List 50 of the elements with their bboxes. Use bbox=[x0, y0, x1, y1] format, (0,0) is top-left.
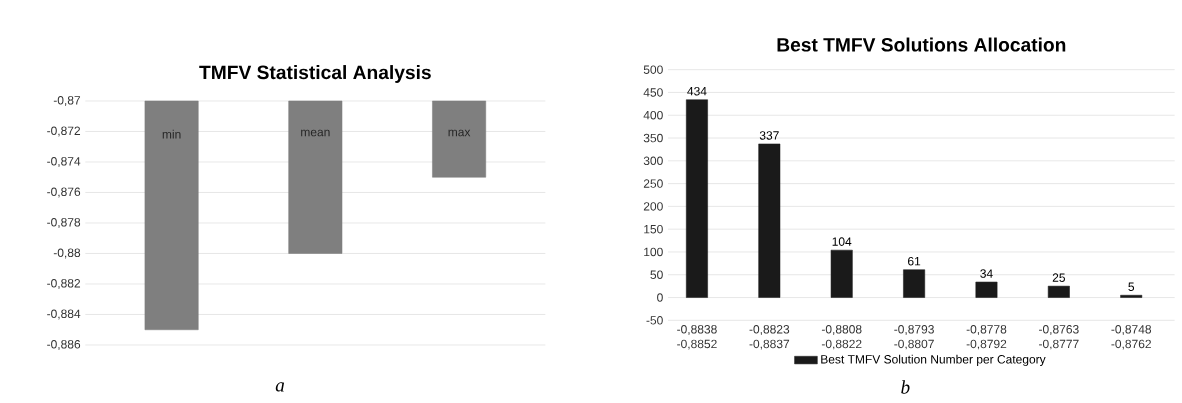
y-tick-label: -0,882 bbox=[47, 279, 81, 289]
y-tick-label: 50 bbox=[650, 270, 663, 279]
data-label: 337 bbox=[759, 131, 779, 140]
y-tick-label: 250 bbox=[643, 179, 663, 188]
y-tick-label: -0,874 bbox=[47, 157, 81, 167]
x-tick-label: -0,8823 -0,8837 bbox=[749, 325, 790, 350]
category-label: min bbox=[162, 129, 181, 139]
y-tick-label: -0,884 bbox=[47, 309, 81, 320]
y-tick-label: 100 bbox=[644, 247, 663, 257]
x-tick-label: -0,8838 -0,8852 bbox=[677, 325, 717, 350]
bar bbox=[1047, 285, 1070, 298]
bar bbox=[1120, 294, 1143, 298]
y-tick-label: 450 bbox=[643, 88, 663, 97]
x-tick-label: -0,8763 -0,8777 bbox=[1039, 325, 1079, 350]
bar bbox=[975, 281, 998, 298]
data-label: 25 bbox=[1052, 273, 1066, 282]
x-tick-label: -0,8778 -0,8792 bbox=[966, 325, 1007, 350]
bar bbox=[686, 99, 708, 298]
y-tick-label: 300 bbox=[643, 156, 663, 166]
bar bbox=[830, 249, 853, 298]
category-label: mean bbox=[301, 129, 330, 137]
y-tick-label: -0,87 bbox=[53, 96, 81, 106]
x-tick-label: -0,8808 -0,8822 bbox=[821, 325, 862, 350]
bar bbox=[903, 269, 926, 298]
legend-label: Best TMFV Solution Number per Category bbox=[821, 354, 1046, 366]
bar bbox=[758, 143, 781, 298]
x-tick-label: -0,8793 -0,8807 bbox=[894, 325, 934, 350]
data-label: 104 bbox=[832, 237, 852, 246]
y-tick-label: 0 bbox=[657, 293, 663, 302]
text: b bbox=[901, 380, 910, 394]
y-tick-label: 350 bbox=[643, 133, 663, 143]
chart-title: TMFV Statistical Analysis bbox=[199, 65, 431, 83]
y-tick-label: -50 bbox=[646, 316, 663, 325]
data-label: 61 bbox=[908, 256, 921, 266]
category-label: max bbox=[448, 129, 471, 137]
y-tick-label: 150 bbox=[644, 224, 663, 234]
y-tick-label: -0,876 bbox=[47, 187, 81, 198]
y-tick-label: -0,88 bbox=[53, 248, 81, 259]
y-tick-label: 400 bbox=[643, 110, 663, 120]
data-label: 34 bbox=[980, 269, 993, 278]
data-label: 5 bbox=[1128, 282, 1135, 291]
data-label: 434 bbox=[687, 86, 707, 96]
y-tick-label: -0,886 bbox=[47, 340, 81, 350]
y-tick-label: 200 bbox=[643, 202, 663, 211]
text: a bbox=[275, 382, 285, 392]
y-tick-label: -0,878 bbox=[47, 218, 81, 228]
chart-title: Best TMFV Solutions Allocation bbox=[777, 37, 1066, 52]
y-tick-label: 500 bbox=[643, 65, 663, 74]
y-tick-label: -0,872 bbox=[47, 126, 81, 137]
x-tick-label: -0,8748 -0,8762 bbox=[1111, 325, 1152, 350]
